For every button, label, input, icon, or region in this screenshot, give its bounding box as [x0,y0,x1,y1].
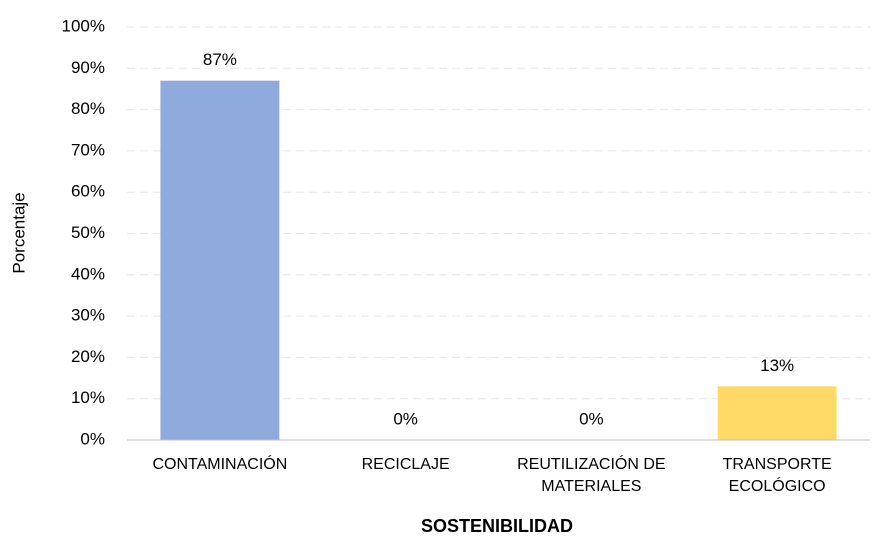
value-label: 0% [579,409,604,428]
y-tick-label: 20% [71,347,105,366]
bar [160,80,280,440]
x-tick-label: RECICLAJE [361,456,450,473]
value-label: 0% [393,409,418,428]
x-tick-label: REUTILIZACIÓN DE MATERIALES [517,456,666,495]
y-tick-label: 50% [71,223,105,242]
y-tick-label: 0% [80,429,105,448]
y-tick-label: 80% [71,99,105,118]
x-tick-label: TRANSPORTE ECOLÓGICO [722,456,832,495]
y-tick-label: 70% [71,140,105,159]
y-tick-label: 30% [71,306,105,325]
y-tick-label: 60% [71,182,105,201]
x-tick-label: CONTAMINACIÓN [152,456,288,473]
bar [717,386,837,440]
value-label: 87% [203,50,237,69]
value-label: 13% [760,356,794,375]
y-tick-label: 10% [71,388,105,407]
y-tick-label: 40% [71,264,105,283]
x-axis-label: SOSTENIBILIDAD [421,516,573,536]
y-tick-label: 100% [62,16,105,35]
y-axis-label: Porcentaje [9,192,28,273]
y-tick-label: 90% [71,58,105,77]
